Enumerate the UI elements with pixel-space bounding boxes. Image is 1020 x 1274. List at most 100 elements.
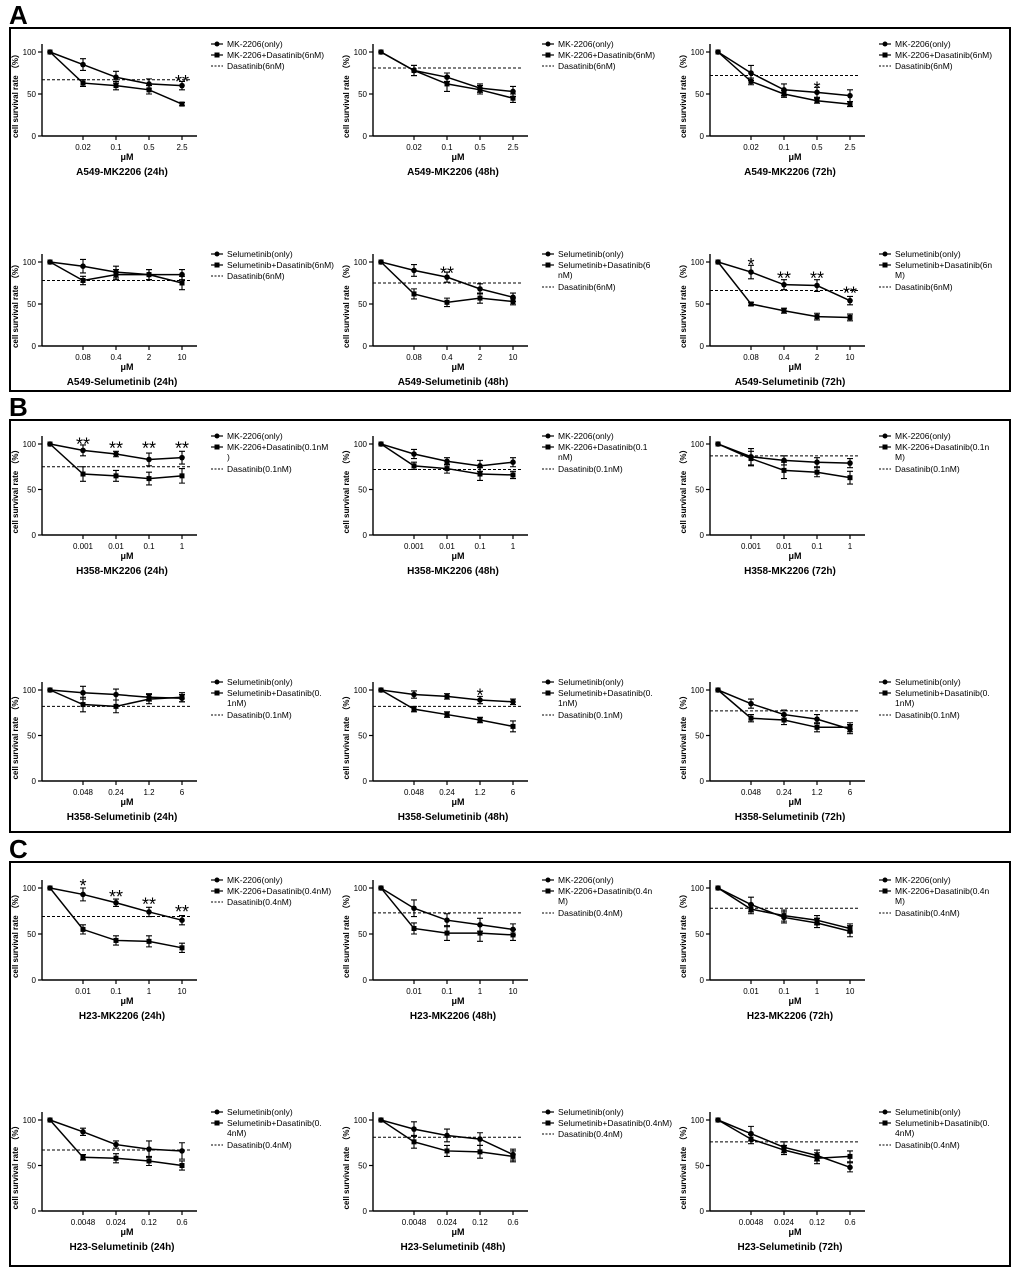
legend-label: MK-2206(only) (558, 431, 614, 441)
data-point (814, 89, 820, 96)
legend-label: Selumetinib+Dasatinib(0. (558, 688, 653, 698)
y-axis-label: cell survival rate （%） (341, 260, 351, 348)
y-tick-label: 50 (358, 90, 367, 99)
legend-label: MK-2206(only) (558, 39, 614, 49)
data-point (781, 91, 787, 97)
data-point (748, 1136, 754, 1142)
y-axis-label: cell survival rate （%） (10, 260, 20, 348)
significance-marker: ** (777, 268, 791, 288)
data-point (477, 697, 483, 703)
legend-label: MK-2206(only) (558, 875, 614, 885)
x-tick-label: 2 (478, 353, 483, 362)
data-point (748, 906, 754, 912)
legend-marker (882, 444, 888, 450)
y-tick-label: 50 (695, 1162, 704, 1171)
legend-label: Dasatinib(0.4nM) (558, 908, 623, 918)
legend-label: Dasatinib(6nM) (558, 282, 616, 292)
data-point (715, 687, 721, 693)
x-tick-label: 10 (509, 987, 518, 996)
data-point (847, 314, 853, 320)
data-point (113, 272, 119, 278)
legend-label: Selumetinib(only) (558, 249, 624, 259)
y-tick-label: 0 (700, 531, 705, 540)
legend-label: MK-2206+Dasatinib(0.1nM (227, 442, 328, 452)
data-point (847, 724, 853, 730)
data-point (411, 451, 417, 457)
data-point (444, 1148, 450, 1154)
chart-title: A549-Selumetinib (48h) (398, 377, 509, 388)
y-tick-label: 0 (363, 132, 368, 141)
x-tick-label: 0.12 (141, 1218, 157, 1227)
x-tick-label: 0.5 (474, 143, 486, 152)
y-tick-label: 0 (363, 1207, 368, 1216)
legend-label: Dasatinib(6nM) (227, 61, 285, 71)
y-tick-label: 50 (695, 732, 704, 741)
legend-marker (882, 1109, 888, 1115)
legend-label: MK-2206+Dasatinib(0.1n (895, 442, 990, 452)
legend-label: MK-2206(only) (227, 431, 283, 441)
data-point (510, 298, 516, 304)
significance-marker: ** (440, 263, 454, 283)
data-point (113, 703, 119, 709)
legend-label: Dasatinib(0.1nM) (558, 710, 623, 720)
data-point (444, 930, 450, 936)
y-tick-label: 100 (691, 48, 705, 57)
chart-16: 0 50 100 0.0048 0.024 0.12 0.6 μM H23-Selumetini… (341, 1107, 672, 1253)
data-point (814, 716, 820, 722)
data-point (146, 1146, 152, 1152)
chart-title: H358-Selumetinib (48h) (398, 812, 509, 823)
data-point (814, 282, 820, 289)
legend-label: Dasatinib(0.4nM) (895, 1140, 960, 1150)
x-tick-label: 0.024 (437, 1218, 458, 1227)
significance-marker: ** (843, 284, 857, 304)
data-point (113, 937, 119, 943)
x-tick-label: 10 (178, 987, 187, 996)
chart-10: 0 50 100 0.048 0.24 1.2 6 μM H358-Selumetinib (4… (341, 677, 653, 823)
legend-label: MK-2206+Dasatinib(6nM) (558, 50, 655, 60)
data-point (444, 458, 450, 465)
x-tick-label: 6 (180, 788, 185, 797)
chart-15: 0 50 100 0.0048 0.024 0.12 0.6 μM H23-Selumetini… (10, 1107, 322, 1253)
y-tick-label: 0 (32, 531, 37, 540)
x-tick-label: 0.24 (108, 788, 124, 797)
significance-marker: * (747, 255, 754, 275)
x-tick-label: 0.5 (143, 143, 155, 152)
data-point (814, 917, 820, 923)
legend-label: Selumetinib(only) (895, 1107, 961, 1117)
x-tick-label: 0.0048 (402, 1218, 427, 1227)
legend-label: Dasatinib(6nM) (895, 282, 953, 292)
data-point (179, 473, 185, 479)
y-tick-label: 50 (358, 1162, 367, 1171)
data-point (378, 441, 384, 447)
data-point (80, 702, 86, 708)
legend-label: Dasatinib(0.1nM) (227, 710, 292, 720)
legend: MK-2206(only)MK-2206+Dasatinib(6nM)Dasat… (211, 39, 324, 71)
data-point (113, 451, 119, 457)
data-point (113, 1155, 119, 1161)
legend: Selumetinib(only)Selumetinib+Dasatinib(0… (211, 1107, 322, 1150)
y-tick-label: 50 (27, 732, 36, 741)
x-axis-label: μM (788, 152, 801, 162)
chart-2: 0 50 100 0.02 0.1 0.5 2.5 μM A549-MK2206 (72h) ce… (678, 39, 992, 178)
x-tick-label: 0.4 (441, 353, 453, 362)
chart-5: 0 50 100 0.08 0.4 2 10 μM A549-Selumetinib (72h)… (678, 249, 992, 388)
data-point (146, 456, 152, 463)
chart-title: A549-Selumetinib (24h) (67, 377, 178, 388)
y-axis-label: cell survival rate （%） (678, 890, 688, 978)
legend-label: Selumetinib(only) (558, 1107, 624, 1117)
y-tick-label: 50 (27, 90, 36, 99)
y-tick-label: 50 (695, 90, 704, 99)
chart-title: H358-Selumetinib (24h) (67, 812, 178, 823)
x-tick-label: 0.08 (743, 353, 759, 362)
legend-label: Dasatinib(0.4nM) (558, 1129, 623, 1139)
data-point (113, 473, 119, 479)
data-point (477, 717, 483, 723)
legend: MK-2206(only)MK-2206+Dasatinib(0.1nM) Das… (542, 431, 648, 474)
legend-marker (882, 433, 888, 439)
data-point (748, 456, 754, 462)
y-tick-label: 0 (700, 132, 705, 141)
x-tick-label: 0.6 (507, 1218, 519, 1227)
y-axis-label: cell survival rate （%） (10, 691, 20, 779)
y-axis-label: cell survival rate （%） (678, 260, 688, 348)
